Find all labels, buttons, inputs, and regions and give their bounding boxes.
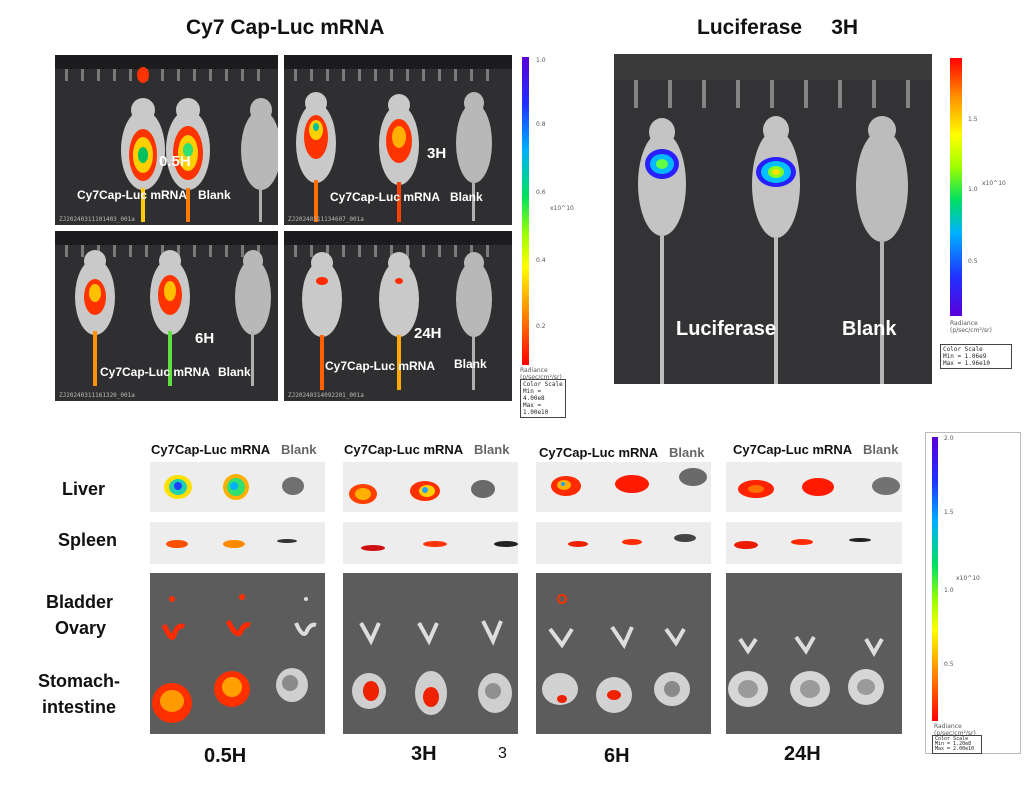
row-label-spleen: Spleen (58, 527, 117, 553)
row-label-intestine: intestine (42, 694, 116, 720)
imaging-panel-3h: 3H Cy7Cap-Luc mRNA Blank ZJ2024031113460… (284, 55, 512, 225)
row-label-ovary: Ovary (55, 615, 106, 641)
panel-image-id: ZJ20240311134607_001a (288, 216, 364, 223)
tick-label: 1.0 (968, 186, 978, 193)
imaging-panel-24h: 24H Cy7Cap-Luc mRNA Blank ZJ202403140922… (284, 231, 512, 401)
panel-label-sample: Cy7Cap-Luc mRNA (77, 188, 187, 202)
tick-label: 0.5 (944, 661, 954, 668)
tick-label: 0.2 (536, 323, 546, 330)
scale-box: Color Scale Min = 1.20e8 Max = 2.00e10 (932, 735, 982, 754)
time-label-0.5h: 0.5H (204, 745, 246, 768)
scale-exponent: x10^10 (550, 205, 574, 212)
liver-strip-3h (343, 462, 518, 512)
panel-time-label: 24H (414, 325, 442, 342)
colorbar (932, 437, 938, 721)
scale-exponent: x10^10 (956, 575, 980, 582)
scale-unit: Radiance (p/sec/cm²/sr) (950, 320, 1014, 334)
panel-label-blank: Blank (842, 318, 896, 341)
color-scale-top-right: 1.5 1.0 x10^10 0.5 Radiance (p/sec/cm²/s… (936, 54, 1020, 384)
panel-image-id: ZJ20240314092201_001a (288, 392, 364, 399)
panel-time-label: 3H (427, 145, 446, 162)
column-header-0.5h: Cy7Cap-Luc mRNA Blank (151, 442, 316, 457)
top-right-title: Luciferase 3H (697, 16, 858, 40)
panel-time-label: 6H (195, 330, 214, 347)
colorbar (950, 58, 962, 316)
panel-image-id: ZJ20240311101403_001a (59, 216, 135, 223)
panel-time-label: 0.5H (159, 153, 191, 170)
row-label-liver: Liver (62, 476, 105, 502)
tick-label: 1.0 (536, 57, 546, 64)
color-scale-top-left: 1.0 0.8 0.6 x10^10 0.4 0.2 Radiance (p/s… (516, 55, 590, 401)
column-header-3h: Cy7Cap-Luc mRNA Blank (344, 442, 509, 457)
colorbar (522, 57, 529, 365)
spleen-strip-6h (536, 522, 711, 564)
imaging-panel-luciferase-3h: Luciferase Blank (614, 54, 932, 384)
tick-label: 1.5 (968, 116, 978, 123)
panel-image-id: ZJ20240311161320_001a (59, 392, 135, 399)
panel-label-blank: Blank (198, 188, 231, 202)
spleen-strip-24h (726, 522, 902, 564)
tick-label: 1.5 (944, 509, 954, 516)
column-header-24h: Cy7Cap-Luc mRNA Blank (733, 442, 898, 457)
panel-label-blank: Blank (218, 365, 251, 379)
panel-label-sample: Cy7Cap-Luc mRNA (325, 359, 435, 373)
top-left-title: Cy7 Cap-Luc mRNA (186, 16, 384, 40)
scale-box: Color Scale Min = 1.06e9 Max = 1.96e10 (940, 344, 1012, 369)
column-header-6h: Cy7Cap-Luc mRNA Blank (539, 445, 704, 460)
tick-label: 0.5 (968, 258, 978, 265)
time-label-3h: 3H (411, 743, 437, 766)
organs-panel-0.5h (150, 573, 325, 734)
color-scale-bottom: 2.0 1.5 1.0 x10^10 0.5 Radiance (p/sec/c… (925, 432, 1021, 754)
row-label-stomach: Stomach- (38, 668, 120, 694)
organs-panel-6h (536, 573, 711, 734)
row-label-bladder: Bladder (46, 589, 113, 615)
organs-panel-3h (343, 573, 518, 734)
imaging-panel-0.5h: 0.5H Cy7Cap-Luc mRNA Blank ZJ20240311101… (55, 55, 278, 225)
tick-label: 0.4 (536, 257, 546, 264)
panel-label-blank: Blank (450, 190, 483, 204)
spleen-strip-0.5h (150, 522, 325, 564)
liver-strip-0.5h (150, 462, 325, 512)
panel-label-luciferase: Luciferase (676, 318, 776, 341)
stray-label: 3 (498, 745, 507, 763)
panel-label-sample: Cy7Cap-Luc mRNA (100, 365, 210, 379)
tick-label: 2.0 (944, 435, 954, 442)
organs-panel-24h (726, 573, 902, 734)
tick-label: 0.8 (536, 121, 546, 128)
scale-box: Color Scale Min = 4.00e8 Max = 1.00e10 (520, 379, 566, 418)
scale-exponent: x10^10 (982, 180, 1006, 187)
liver-strip-6h (536, 462, 711, 512)
tick-label: 1.0 (944, 587, 954, 594)
liver-strip-24h (726, 462, 902, 512)
tick-label: 0.6 (536, 189, 546, 196)
time-label-6h: 6H (604, 745, 630, 768)
spleen-strip-3h (343, 522, 518, 564)
time-label-24h: 24H (784, 743, 821, 766)
imaging-panel-6h: 6H Cy7Cap-Luc mRNA Blank ZJ2024031116132… (55, 231, 278, 401)
panel-label-blank: Blank (454, 357, 487, 371)
panel-label-sample: Cy7Cap-Luc mRNA (330, 190, 440, 204)
